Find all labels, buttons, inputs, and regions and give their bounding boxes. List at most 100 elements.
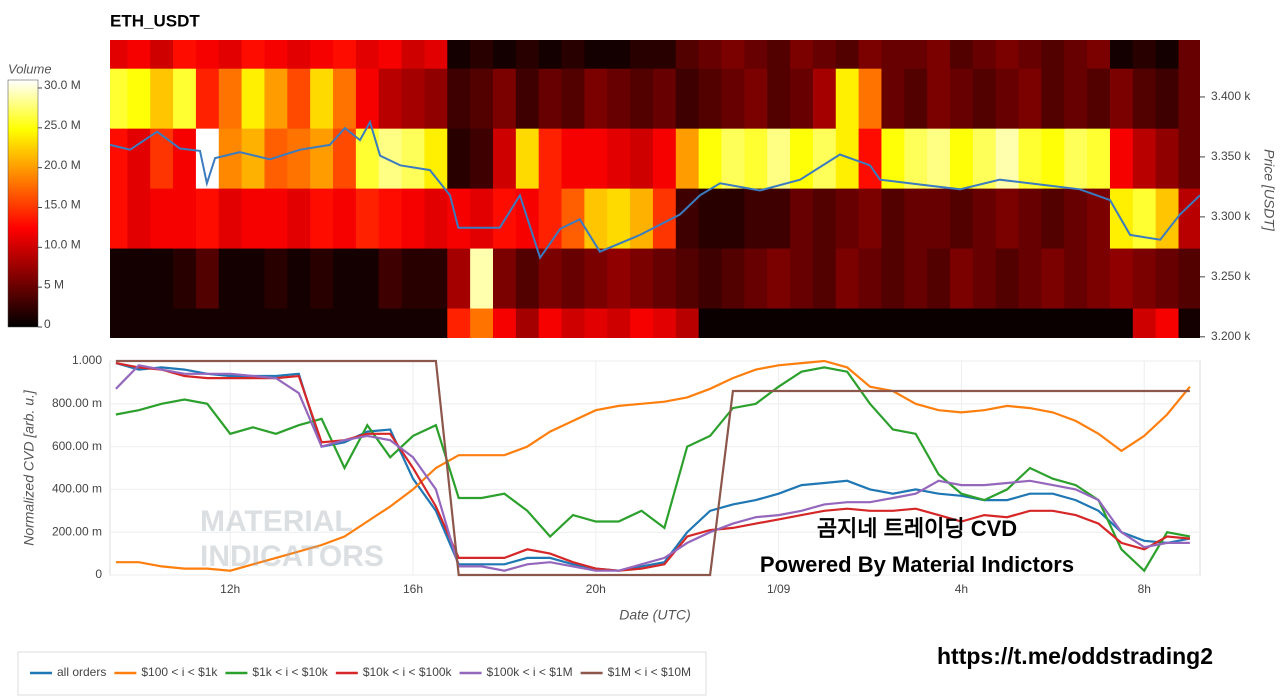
heatmap-cell — [333, 308, 357, 338]
colorbar — [7, 79, 39, 328]
colorbar-title: Volume — [8, 61, 52, 76]
heatmap-cell — [492, 128, 517, 189]
heatmap-cell — [538, 188, 563, 249]
heatmap-cell — [744, 40, 768, 69]
heatmap-cell — [858, 40, 882, 69]
heatmap-cell — [767, 40, 791, 69]
heatmap-cell — [607, 308, 631, 338]
heatmap-cell — [150, 128, 174, 189]
y2-tick-label: 3.350 k — [1211, 149, 1251, 163]
heatmap-cell — [721, 128, 745, 189]
legend-label: $1M < i < $10M — [608, 665, 691, 679]
heatmap-cell — [173, 68, 197, 129]
heatmap-cell — [241, 248, 265, 309]
heatmap-cell — [1155, 68, 1180, 129]
heatmap-cell — [173, 308, 197, 338]
heatmap-cell — [110, 128, 128, 189]
heatmap-cell — [492, 68, 517, 129]
x-tick-label: 1/09 — [767, 582, 791, 596]
heatmap-cell — [515, 248, 540, 309]
link[interactable]: https://t.me/oddstrading2 — [937, 643, 1213, 669]
heatmap-cell — [927, 188, 951, 249]
heatmap-cell — [812, 128, 837, 189]
heatmap-cell — [1132, 188, 1157, 249]
heatmap-cell — [972, 188, 997, 249]
heatmap-cell — [447, 308, 471, 338]
y-axis-title: Normalized CVD [arb. u.] — [21, 389, 37, 546]
heatmap-cell — [858, 128, 882, 189]
heatmap-cell — [1132, 308, 1157, 338]
heatmap-cell — [241, 128, 265, 189]
heatmap-cell — [538, 308, 563, 338]
heatmap-cell — [241, 68, 265, 129]
heatmap-cell — [927, 40, 951, 69]
heatmap-cell — [538, 128, 563, 189]
watermark-text: MATERIAL — [200, 505, 353, 538]
heatmap-cell — [310, 128, 334, 189]
x-axis-title: Date (UTC) — [619, 607, 691, 623]
heatmap-cell — [630, 308, 654, 338]
heatmap-cell — [698, 248, 722, 309]
heatmap-cell — [698, 308, 722, 338]
heatmap-cell — [744, 128, 768, 189]
heatmap-cell — [264, 40, 288, 69]
overlay-title: 곰지네 트레이딩 CVD — [817, 516, 1017, 541]
heatmap-cell — [698, 68, 722, 129]
overlay-subtitle: Powered By Material Indictors — [760, 552, 1074, 577]
heatmap-cell — [1087, 128, 1111, 189]
heatmap-cell — [310, 40, 334, 69]
legend-label: $100k < i < $1M — [487, 665, 573, 679]
heatmap-cell — [310, 188, 334, 249]
heatmap-cell — [264, 248, 288, 309]
heatmap-cell — [972, 308, 997, 338]
heatmap-cell — [1087, 188, 1111, 249]
heatmap-cell — [675, 248, 700, 309]
heatmap-cell — [561, 308, 585, 338]
heatmap-cell — [835, 128, 860, 189]
heatmap-cell — [424, 248, 448, 309]
heatmap-cell — [378, 40, 403, 69]
heatmap-cell — [492, 248, 517, 309]
heatmap-cell — [287, 188, 311, 249]
heatmap-cell — [835, 68, 860, 129]
heatmap-cell — [927, 308, 951, 338]
y2-axis-title: Price [USDT] — [1261, 149, 1277, 232]
heatmap-cell — [721, 68, 745, 129]
y-tick-label: 800.00 m — [52, 396, 102, 410]
heatmap-cell — [698, 40, 722, 69]
heatmap-cell — [264, 68, 288, 129]
heatmap-cell — [721, 308, 745, 338]
heatmap-cell — [1064, 128, 1088, 189]
heatmap-cell — [607, 128, 631, 189]
heatmap-cell — [470, 188, 494, 249]
heatmap-cell — [950, 248, 974, 309]
heatmap-cell — [538, 68, 563, 129]
heatmap-cell — [1155, 248, 1180, 309]
heatmap-cell — [1178, 40, 1200, 69]
heatmap-cell — [127, 40, 151, 69]
heatmap-cell — [424, 128, 448, 189]
heatmap-cell — [492, 308, 517, 338]
heatmap-cell — [218, 188, 243, 249]
heatmap-cell — [721, 248, 745, 309]
heatmap-cell — [904, 40, 928, 69]
heatmap-cell — [110, 40, 128, 69]
heatmap-cell — [812, 188, 837, 249]
heatmap-cell — [950, 68, 974, 129]
heatmap-cell — [1132, 68, 1157, 129]
heatmap-cell — [1064, 248, 1088, 309]
heatmap-cell — [218, 68, 243, 129]
heatmap-cell — [470, 68, 494, 129]
heatmap-cell — [150, 188, 174, 249]
heatmap-cell — [1018, 68, 1042, 129]
heatmap-cell — [652, 68, 677, 129]
heatmap-cell — [355, 40, 380, 69]
heatmap-cell — [607, 40, 631, 69]
heatmap-cell — [744, 308, 768, 338]
heatmap-cell — [1018, 40, 1042, 69]
heatmap-cell — [881, 308, 905, 338]
heatmap-cell — [1155, 40, 1180, 69]
heatmap-cell — [835, 188, 860, 249]
heatmap-cell — [904, 308, 928, 338]
heatmap-cell — [1155, 308, 1180, 338]
